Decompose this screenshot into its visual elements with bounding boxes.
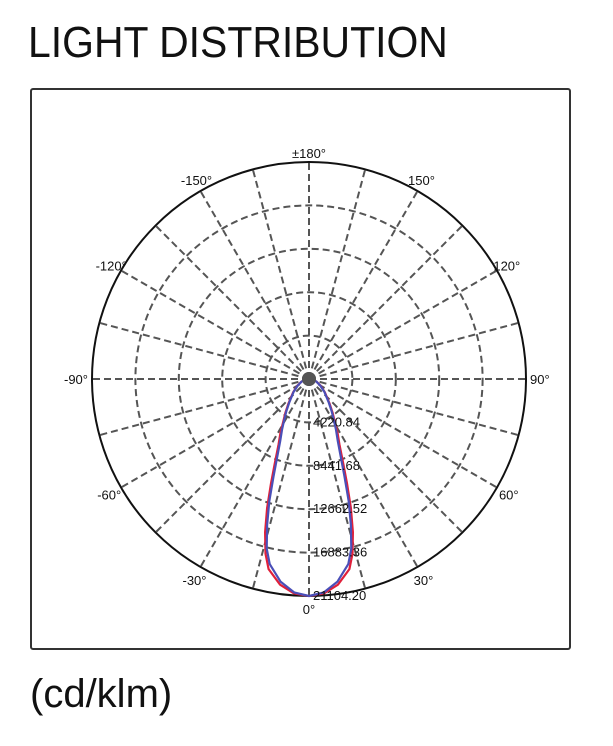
grid-spoke	[308, 224, 464, 380]
angle-label: 90°	[530, 372, 550, 387]
grid-spoke	[308, 378, 498, 489]
angle-label: 0°	[303, 602, 315, 617]
grid-spoke	[308, 378, 464, 534]
grid-circle	[264, 334, 354, 424]
unit-label: (cd/klm)	[30, 672, 173, 716]
grid-spoke	[308, 190, 419, 380]
grid-spoke	[251, 378, 310, 589]
grid-spoke	[99, 378, 310, 437]
grid-spoke	[99, 321, 310, 380]
radial-tick-label: 4220.84	[313, 414, 360, 429]
grid-spoke	[120, 378, 310, 489]
center-point	[302, 372, 316, 386]
angle-label: 120°	[493, 259, 520, 274]
series-line-2	[265, 377, 353, 598]
grid-spoke	[308, 378, 367, 589]
radial-tick-label: 16883.36	[313, 545, 367, 560]
radial-tick-label: 21104.20	[313, 588, 366, 603]
grid-spoke	[308, 378, 519, 437]
angle-label: ±180°	[292, 146, 326, 161]
radial-tick-label: 12662.52	[313, 501, 367, 516]
chart-title: LIGHT DISTRIBUTION	[28, 18, 448, 67]
grid-spoke	[199, 378, 310, 568]
chart-frame	[30, 88, 571, 650]
grid-circle	[134, 204, 484, 554]
grid-spoke	[308, 321, 519, 380]
angle-label: -30°	[183, 573, 207, 588]
grid-circle	[177, 247, 441, 511]
series-line-1	[264, 377, 354, 598]
grid-spoke	[308, 378, 419, 568]
angle-label: -120°	[96, 259, 127, 274]
grid-spoke	[199, 190, 310, 380]
angle-label: -90°	[64, 372, 88, 387]
grid-spoke	[154, 224, 310, 380]
grid-spoke	[308, 169, 367, 380]
grid-spoke	[308, 269, 498, 380]
grid-spoke	[251, 169, 310, 380]
grid-circle	[221, 291, 397, 467]
angle-label: -150°	[181, 173, 212, 188]
angle-label: 60°	[499, 488, 519, 503]
angle-label: -60°	[97, 488, 121, 503]
angle-label: 30°	[414, 573, 434, 588]
grid-spoke	[120, 269, 310, 380]
grid-spoke	[154, 378, 310, 534]
angle-label: 150°	[408, 173, 435, 188]
radial-tick-label: 8441.68	[313, 458, 360, 473]
